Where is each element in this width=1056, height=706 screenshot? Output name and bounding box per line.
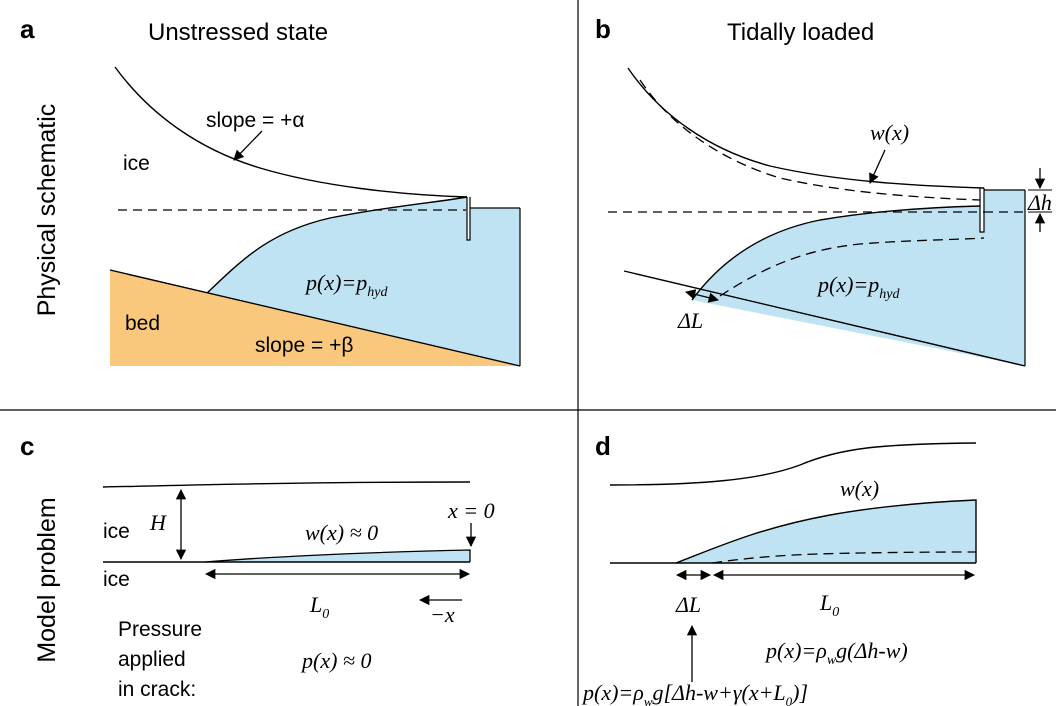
ice-top-surface-c — [102, 481, 471, 488]
pressure-label-c: p(x) ≈ 0 — [300, 648, 372, 673]
crack-top-d — [675, 499, 977, 564]
pressure-caption: Pressure applied in crack: — [118, 618, 208, 701]
delta-l-label-b: ΔL — [677, 308, 703, 333]
water-region-a — [207, 197, 520, 366]
panel-b: b Tidally loaded w(x) Δh ΔL p(x)=phyd — [595, 14, 1052, 367]
panel-a: a Unstressed state slope = +α ice bed sl… — [20, 14, 521, 367]
ice-label-c-top: ice — [103, 520, 130, 543]
w-label-b: w(x) — [870, 120, 909, 145]
panel-c: c ice ice H w(x) ≈ 0 x = 0 L0 −x Pressur… — [20, 431, 495, 701]
ice-lower-surface-b — [691, 205, 981, 301]
panel-a-title: Unstressed state — [148, 19, 328, 46]
pressure-label-d2: p(x)=ρwg[Δh-w+γ(x+L0)] — [581, 680, 808, 706]
l0-label-d: L0 — [819, 590, 839, 620]
row-label-bottom: Model problem — [33, 497, 61, 662]
row-label-top: Physical schematic — [33, 104, 61, 317]
panel-c-letter: c — [20, 431, 34, 461]
delta-l-arrow-b — [684, 289, 720, 303]
panel-b-title: Tidally loaded — [727, 19, 874, 46]
ice-top-surface-d — [609, 442, 977, 486]
panel-d-letter: d — [595, 431, 611, 461]
dashed-curve-d — [711, 551, 977, 564]
ice-lower-surface-a — [206, 196, 468, 294]
x0-label: x = 0 — [447, 498, 495, 523]
delta-h-label: Δh — [1027, 190, 1052, 215]
h-label: H — [149, 510, 167, 535]
ice-front-a — [466, 197, 471, 241]
panel-b-letter: b — [595, 14, 611, 44]
w-label-d: w(x) — [840, 476, 879, 501]
slope-alpha-arrow — [233, 130, 263, 161]
bed-line-b — [623, 270, 1026, 367]
ice-lower-dashed-b — [719, 237, 985, 297]
ice-front-b — [979, 188, 985, 233]
bed-label: bed — [125, 312, 160, 335]
delta-l-label-d: ΔL — [675, 592, 701, 617]
slope-alpha-label: slope = +α — [206, 109, 305, 132]
pressure-label-b: p(x)=phyd — [816, 272, 900, 302]
slope-beta-label: slope = +β — [255, 334, 353, 357]
neg-x-label: −x — [430, 602, 455, 627]
crack-region-d — [676, 500, 976, 563]
bed-line-a — [109, 269, 521, 367]
w-arrow-b — [869, 149, 886, 184]
w-label-c: w(x) ≈ 0 — [305, 520, 378, 545]
panel-d: d w(x) ΔL L0 p(x)=ρwg(Δh-w) p(x)=ρwg[Δh-… — [581, 431, 977, 706]
ice-upper-surface-b — [627, 67, 985, 189]
ice-upper-surface-a — [114, 66, 468, 198]
ice-upper-dashed-b — [639, 79, 981, 201]
ice-label-a: ice — [123, 152, 150, 175]
pressure-label-a: p(x)=phyd — [304, 270, 388, 300]
pressure-label-d1: p(x)=ρwg(Δh-w) — [764, 638, 908, 668]
l0-label-c: L0 — [309, 592, 329, 622]
crack-region-c — [205, 550, 470, 562]
crack-top-c — [204, 549, 471, 563]
ice-label-c-bottom: ice — [103, 568, 130, 591]
panel-a-letter: a — [20, 14, 35, 44]
